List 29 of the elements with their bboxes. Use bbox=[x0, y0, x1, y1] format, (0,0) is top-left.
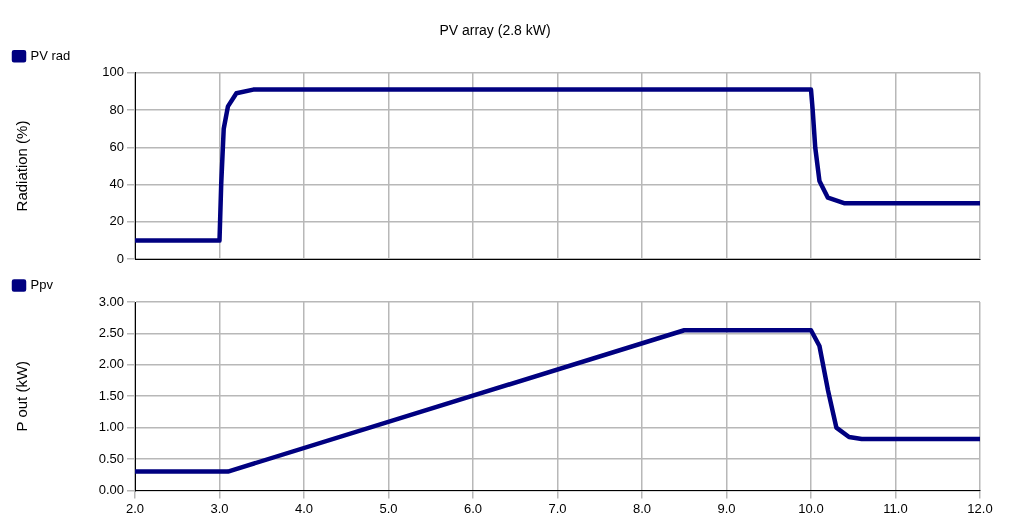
y-tick-label: 3.00 bbox=[98, 293, 124, 309]
x-tick-label: 9.0 bbox=[717, 500, 736, 516]
y-tick-label: 1.50 bbox=[98, 387, 124, 403]
y-axis-title: P out (kW) bbox=[13, 360, 31, 432]
y-tick-label: 80 bbox=[109, 101, 124, 117]
y-tick-label: 100 bbox=[102, 64, 124, 80]
x-tick-label: 11.0 bbox=[883, 500, 908, 516]
y-tick-label: 2.50 bbox=[98, 324, 124, 340]
y-axis-title: Radiation (%) bbox=[13, 120, 31, 212]
y-tick-label: 60 bbox=[109, 138, 124, 154]
x-tick-label: 4.0 bbox=[294, 500, 314, 516]
x-tick-label: 6.0 bbox=[463, 500, 483, 516]
x-tick-label: 2.0 bbox=[125, 500, 145, 516]
x-tick-label: 3.0 bbox=[210, 500, 229, 516]
legend-label: Ppv bbox=[30, 277, 54, 293]
y-tick-label: 2.00 bbox=[98, 356, 124, 372]
y-tick-label: 0 bbox=[116, 250, 124, 266]
x-tick-label: 7.0 bbox=[548, 500, 567, 516]
x-tick-label: 10.0 bbox=[798, 500, 824, 516]
y-tick-label: 0.00 bbox=[98, 481, 124, 497]
y-tick-label: 1.00 bbox=[98, 419, 124, 435]
y-tick-label: 20 bbox=[109, 213, 124, 229]
y-tick-label: 40 bbox=[109, 176, 124, 192]
y-tick-label: 0.50 bbox=[98, 450, 124, 466]
x-tick-label: 5.0 bbox=[379, 500, 398, 516]
legend-label: PV rad bbox=[30, 47, 71, 63]
x-tick-label: 8.0 bbox=[632, 500, 652, 516]
x-tick-label: 12.0 bbox=[967, 500, 993, 516]
chart-title: PV array (2.8 kW) bbox=[439, 22, 551, 39]
